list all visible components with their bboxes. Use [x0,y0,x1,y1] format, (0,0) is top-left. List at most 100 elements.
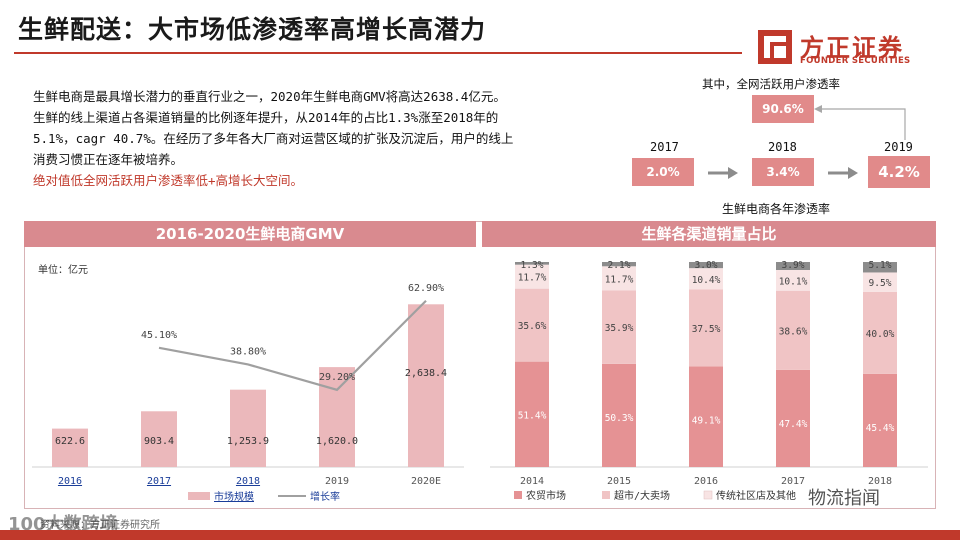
share-legend-swatch-market [514,491,522,499]
share-segment-label: 40.0% [866,329,895,340]
share-segment [515,262,549,265]
page-title: 生鲜配送：大市场低渗透率高增长高潜力 [18,15,487,44]
gmv-growth-label: 62.90% [408,283,444,294]
founder-logo-mark-icon [758,30,792,64]
gmv-x-tick: 2020E [411,476,441,487]
share-segment [689,262,723,269]
source-note: 资料来源：方正证券研究所 [40,520,160,531]
share-segment-label: 1.3% [521,260,544,271]
penetration-box-2017: 2.0% [632,158,694,186]
gmv-x-tick: 2019 [325,476,349,487]
share-segment-label: 37.5% [692,324,721,335]
watermark-right: 物流指闻 [808,488,880,509]
share-segment [515,264,549,289]
gmv-legend-bar-swatch [188,492,210,500]
gmv-bar-label: 1,253.9 [227,436,269,447]
founder-logo: 方正证券 FOUNDER SECURITIES [752,22,952,70]
share-x-tick: 2017 [781,476,805,487]
watermark-left: 100大数跨境 [8,514,118,535]
share-segment [689,366,723,467]
share-legend-swatch-supermarket [602,491,610,499]
gmv-x-tick: 2018 [236,476,260,487]
share-segment-label: 3.9% [782,260,805,271]
share-segment-label: 38.6% [779,326,808,337]
gmv-bar-label: 2,638.4 [405,368,447,379]
overall-penetration-box: 90.6% [752,95,814,123]
share-x-tick: 2016 [694,476,718,487]
share-segment-label: 3.0% [695,260,718,271]
intro-paragraph: 生鲜电商是最具增长潜力的垂直行业之一，2020年生鲜电商GMV将高达2638.4… [33,86,593,170]
gmv-legend-line-label: 增长率 [310,490,340,503]
share-legend-label-supermarket: 超市/大卖场 [614,489,670,502]
gmv-growth-label: 38.80% [230,346,266,357]
gmv-bar [141,411,177,467]
penetration-box-2019: 4.2% [868,156,930,188]
gmv-growth-label: 29.20% [319,372,355,383]
penetration-note: 其中，全网活跃用户渗透率 [702,77,840,91]
share-segment-label: 51.4% [518,411,547,422]
share-segment [602,262,636,267]
penetration-box-2018: 3.4% [752,158,814,186]
share-segment [689,268,723,290]
share-panel-title: 生鲜各渠道销量占比 [482,221,936,247]
gmv-x-tick: 2016 [58,476,82,487]
footer-bar [0,530,960,540]
share-segment-label: 47.4% [779,419,808,430]
share-segment-label: 45.4% [866,423,895,434]
logo-text-en: FOUNDER SECURITIES [800,56,911,66]
share-segment-label: 35.6% [518,321,547,332]
intro-line: 生鲜的线上渠道占各渠道销量的比例逐年提升，从2014年的占比1.3%涨至2018… [33,110,499,125]
intro-line: 生鲜电商是最具增长潜力的垂直行业之一，2020年生鲜电商GMV将高达2638.4… [33,89,506,104]
gmv-bar [408,304,444,467]
arrow-right-icon [828,167,858,179]
penetration-year-2019: 2019 [884,140,913,154]
share-segment-label: 50.3% [605,413,634,424]
title-divider [14,52,742,54]
share-segment [689,289,723,367]
gmv-unit-label: 单位：亿元 [38,263,88,276]
share-segment [602,290,636,364]
share-segment-label: 11.7% [605,274,634,285]
share-segment [602,266,636,291]
share-segment [863,373,897,467]
share-segment-label: 9.5% [869,278,892,289]
gmv-growth-line [158,299,427,392]
share-segment-label: 10.1% [779,276,808,287]
gmv-bar [319,367,355,467]
arrow-right-icon [708,167,738,179]
penetration-link-arrow [814,105,906,140]
share-segment-label: 2.1% [608,260,631,271]
gmv-panel-title: 2016-2020生鲜电商GMV [24,221,476,247]
share-segment [776,269,810,291]
share-segment-label: 49.1% [692,415,721,426]
share-segment [776,290,810,370]
share-segment [863,272,897,292]
share-segment-label: 5.1% [869,260,892,271]
penetration-year-2017: 2017 [650,140,679,154]
share-segment [515,361,549,467]
share-segment-label: 10.4% [692,275,721,286]
intro-line: 消费习惯正在逐年被培养。 [33,152,184,167]
penetration-year-2018: 2018 [768,140,797,154]
share-segment [776,262,810,270]
share-legend-label-market: 农贸市场 [526,489,566,502]
gmv-bar-label: 903.4 [144,436,174,447]
gmv-bar [230,389,266,467]
gmv-bar-label: 1,620.0 [316,436,358,447]
gmv-bar [52,428,88,467]
share-x-tick: 2015 [607,476,631,487]
logo-text-cn: 方正证券 [800,34,904,62]
intro-line: 5.1%，cagr 40.7%。在经历了多年各大厂商对运营区域的扩张及沉淀后，用… [33,131,514,146]
share-x-tick: 2018 [868,476,892,487]
gmv-growth-label: 45.10% [141,330,177,341]
gmv-bar-label: 622.6 [55,436,85,447]
channel-share-chart: 51.4% 35.6% 11.7% 1.3% 50.3% 35.9% 11.7% 2.1% 49… [490,260,928,502]
share-segment [515,288,549,362]
gmv-chart: 单位：亿元 622.6 903.4 45.10% 1,253.9 38.80% 1,620… [32,263,464,503]
share-legend-swatch-community [703,490,713,500]
gmv-x-tick: 2017 [147,476,171,487]
intro-highlight: 绝对值低全网活跃用户渗透率低+高增长大空间。 [33,173,304,188]
share-segment [776,369,810,467]
share-segment-label: 11.7% [518,273,547,284]
gmv-legend-bar-label: 市场规模 [214,490,254,503]
